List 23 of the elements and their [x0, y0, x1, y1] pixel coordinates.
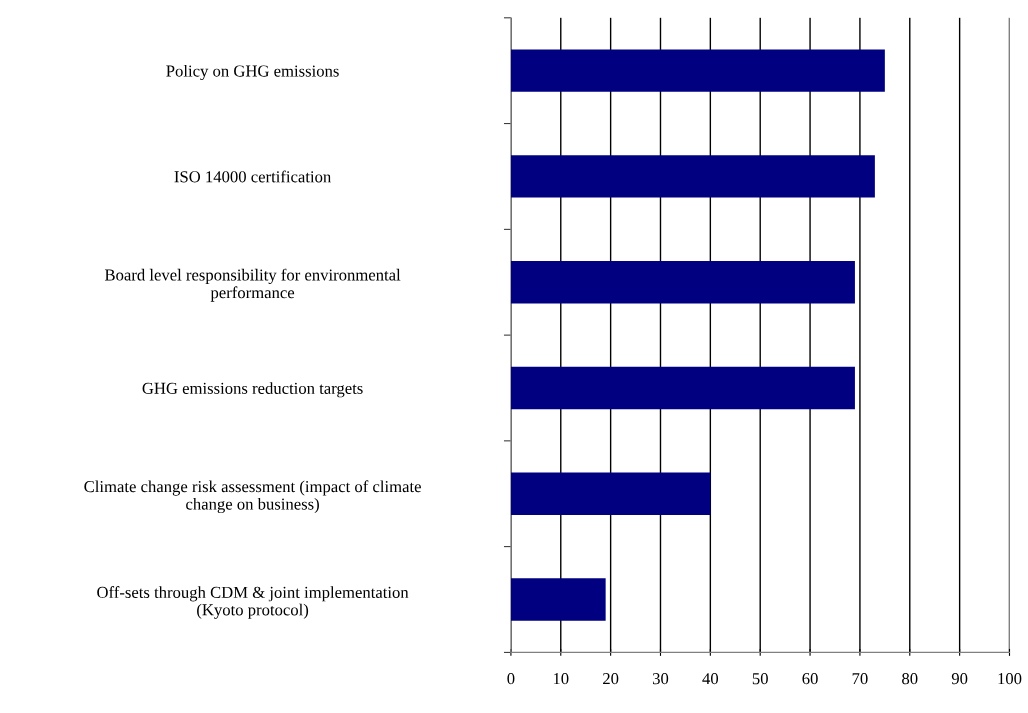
y-tick-label: Board level responsibility for environmental performance	[104, 268, 401, 302]
bar	[510, 472, 711, 515]
bar	[510, 366, 855, 410]
x-tick-label: 70	[852, 673, 868, 685]
x-tick-label: 20	[603, 673, 619, 685]
x-tick-label: 40	[702, 673, 719, 685]
x-tick-label: 0	[507, 673, 515, 685]
bar	[510, 155, 875, 198]
x-tick-label: 90	[951, 673, 968, 685]
bar	[510, 578, 606, 621]
y-tick-label: GHG emissions reduction targets	[142, 382, 363, 398]
bar	[510, 49, 885, 92]
y-tick-label: Climate change risk assessment (impact of climate change on business)	[84, 480, 421, 514]
y-tick-label: Off-sets through CDM & joint implementation (Kyoto protocol)	[97, 586, 409, 619]
x-tick-label: 100	[998, 673, 1022, 685]
x-tick-label: 60	[802, 673, 818, 685]
y-tick-label: ISO 14000 certification	[174, 170, 332, 183]
y-tick-label: Policy on GHG emissions	[166, 64, 339, 81]
bar	[510, 261, 855, 304]
x-tick-label: 10	[553, 673, 569, 685]
x-tick-label: 50	[752, 673, 768, 685]
x-tick-label: 30	[652, 673, 669, 685]
x-tick-label: 80	[902, 673, 918, 685]
